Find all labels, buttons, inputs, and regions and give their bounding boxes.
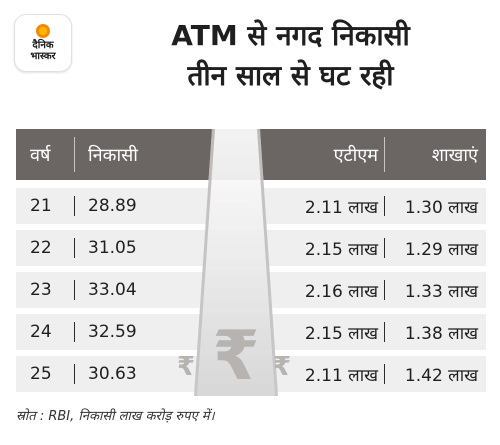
atm-cell: 2.16 लाख [304,281,378,302]
column-header-withdrawal: निकासी [88,144,138,166]
column-divider [74,137,75,172]
dainik-bhaskar-logo: दैनिक भास्कर [14,14,72,72]
atm-cell: 2.15 लाख [304,239,378,260]
source-note: स्रोत : RBI, निकासी लाख करोड़ रुपए में। [16,409,215,424]
column-divider [74,196,75,216]
year-cell: 24 [30,322,52,342]
column-divider [384,238,385,258]
column-header-branches: शाखाएं [431,144,478,166]
branches-cell: 1.38 लाख [404,323,478,344]
table-row: 23 33.04 2.16 लाख 1.33 लाख [16,272,486,308]
branches-cell: 1.30 लाख [404,197,478,218]
year-cell: 22 [30,238,52,258]
column-divider [74,238,75,258]
withdrawal-cell: 32.59 [88,322,137,342]
column-divider [384,196,385,216]
headline: ATM से नगद निकासी तीन साल से घट रही [88,16,493,96]
table-row: 21 28.89 2.11 लाख 1.30 लाख [16,188,486,224]
logo-line-1: दैनिक [32,40,54,51]
table-row: 24 32.59 2.15 लाख 1.38 लाख [16,314,486,350]
atm-cell: 2.11 लाख [304,365,378,386]
column-divider [384,322,385,342]
atm-cell: 2.11 लाख [304,197,378,218]
headline-line-1: ATM से नगद निकासी [171,19,410,52]
table-header-row: वर्ष निकासी एटीएम शाखाएं [16,129,486,180]
column-divider [384,364,385,384]
logo-line-2: भास्कर [30,51,56,62]
year-cell: 25 [30,364,52,384]
sun-logo-icon [36,24,50,38]
withdrawal-cell: 33.04 [88,280,137,300]
branches-cell: 1.42 लाख [404,365,478,386]
branches-cell: 1.29 लाख [404,239,478,260]
column-header-year: वर्ष [30,144,51,166]
table-row: 25 30.63 2.11 लाख 1.42 लाख [16,356,486,392]
withdrawal-cell: 28.89 [88,196,137,216]
atm-cell: 2.15 लाख [304,323,378,344]
year-cell: 23 [30,280,52,300]
column-divider [384,137,385,172]
column-divider [74,280,75,300]
withdrawal-cell: 31.05 [88,238,137,258]
withdrawal-cell: 30.63 [88,364,137,384]
table-row: 22 31.05 2.15 लाख 1.29 लाख [16,230,486,266]
year-cell: 21 [30,196,52,216]
headline-line-2: तीन साल से घट रही [187,59,394,92]
column-divider [74,364,75,384]
column-header-atm: एटीएम [333,144,378,166]
data-table: वर्ष निकासी एटीएम शाखाएं 21 28.89 2.11 ल… [16,129,486,396]
column-divider [74,322,75,342]
column-divider [384,280,385,300]
branches-cell: 1.33 लाख [404,281,478,302]
